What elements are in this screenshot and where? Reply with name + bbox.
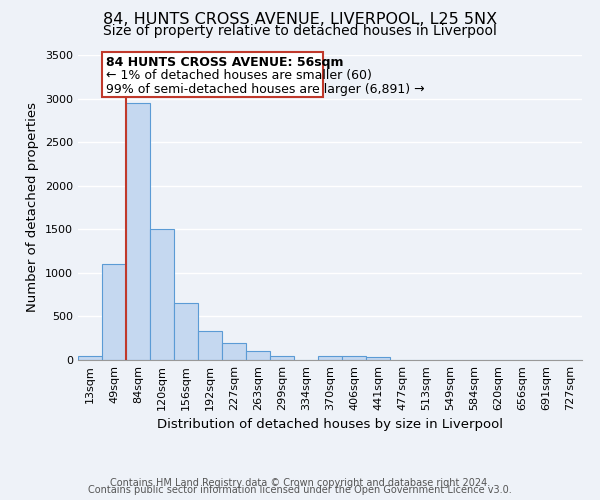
Y-axis label: Number of detached properties: Number of detached properties (26, 102, 40, 312)
Text: 84, HUNTS CROSS AVENUE, LIVERPOOL, L25 5NX: 84, HUNTS CROSS AVENUE, LIVERPOOL, L25 5… (103, 12, 497, 28)
Text: 84 HUNTS CROSS AVENUE: 56sqm: 84 HUNTS CROSS AVENUE: 56sqm (106, 56, 343, 69)
Bar (366, 358, 390, 360)
Text: Size of property relative to detached houses in Liverpool: Size of property relative to detached ho… (103, 24, 497, 38)
Bar (270, 356, 294, 360)
Bar (102, 264, 126, 360)
Bar (174, 304, 198, 360)
Text: Contains public sector information licensed under the Open Government Licence v3: Contains public sector information licen… (88, 485, 512, 495)
Bar (78, 356, 102, 360)
Bar (318, 356, 342, 360)
Bar (342, 356, 366, 360)
Bar (198, 331, 222, 360)
Text: ← 1% of detached houses are smaller (60): ← 1% of detached houses are smaller (60) (106, 70, 371, 82)
Bar (246, 352, 270, 360)
Text: Contains HM Land Registry data © Crown copyright and database right 2024.: Contains HM Land Registry data © Crown c… (110, 478, 490, 488)
Bar (102, 52, 323, 97)
Bar (150, 230, 174, 360)
Text: 99% of semi-detached houses are larger (6,891) →: 99% of semi-detached houses are larger (… (106, 83, 424, 96)
Bar (126, 103, 150, 360)
X-axis label: Distribution of detached houses by size in Liverpool: Distribution of detached houses by size … (157, 418, 503, 432)
Bar (222, 342, 246, 360)
